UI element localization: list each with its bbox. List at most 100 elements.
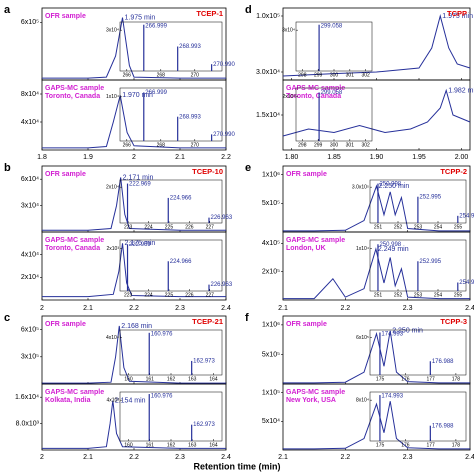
x-tick-label: 2: [40, 305, 44, 312]
x-tick-label: 2.1: [83, 305, 93, 312]
spectrum-peak-label: 176.988: [432, 359, 454, 365]
peak-label: 2.250 min: [379, 183, 410, 190]
x-tick-label: 2.00: [455, 154, 469, 161]
inset-x-tick-label: 251: [374, 292, 383, 298]
y-tick-label: 3.0x10⁴: [256, 69, 280, 76]
y-tick-label: 6x10⁵: [21, 19, 39, 26]
y-tick-label: 3x10⁵: [21, 354, 39, 361]
inset-x-tick-label: 301: [346, 72, 355, 78]
inset-y-tick-label: 2x10³: [106, 246, 119, 252]
x-tick-label: 1.80: [285, 154, 299, 161]
sample-label: GAPS-MC sample: [45, 85, 104, 92]
x-tick-label: 2.1: [278, 305, 288, 312]
peak-label: 1.982 min: [448, 87, 474, 94]
x-axis-title: Retention time (min): [194, 461, 281, 471]
inset-x-tick-label: 175: [376, 376, 385, 382]
inset-x-tick-label: 298: [298, 72, 307, 78]
trace-line: [283, 184, 470, 232]
inset-x-tick-label: 162: [167, 376, 176, 382]
trace-line: [42, 95, 226, 149]
y-tick-label: 1x10⁵: [262, 389, 280, 396]
inset-x-tick-label: 252: [394, 224, 403, 230]
inset-y-tick-label: 3.0x10⁵: [352, 184, 369, 190]
sample-label: GAPS-MC sample: [286, 389, 345, 396]
sample-label: OFR sample: [286, 321, 327, 328]
inset-y-tick-label: 6x10⁵: [356, 335, 369, 341]
spectrum-peak-label: 226.963: [211, 215, 233, 221]
inset-x-tick-label: 266: [123, 142, 132, 148]
spectrum-peak-label: 250.998: [379, 242, 401, 248]
inset-y-tick-label: 3x10⁴: [106, 27, 119, 33]
y-tick-label: 1.6x10⁴: [15, 394, 39, 401]
y-tick-label: 8.0x10³: [16, 420, 40, 427]
peak-label: 2.171 min: [123, 174, 154, 181]
y-tick-label: 6x10⁴: [21, 176, 39, 183]
compound-label: TCPP-2: [440, 167, 467, 176]
inset-x-tick-label: 178: [452, 442, 461, 448]
compound-label: TCPP-3: [440, 317, 467, 326]
trace-line: [42, 177, 226, 231]
sample-label: Kolkata, India: [45, 397, 91, 404]
panel-letter: f: [245, 312, 249, 324]
inset-x-tick-label: 253: [414, 292, 423, 298]
spectrum-peak-label: 222.969: [129, 182, 151, 188]
inset-x-tick-label: 225: [165, 224, 174, 230]
inset-x-tick-label: 268: [157, 142, 166, 148]
inset-x-tick-label: 176: [401, 376, 410, 382]
inset-x-tick-label: 161: [146, 442, 155, 448]
inset-y-tick-label: 1x10⁴: [356, 246, 369, 252]
inset-x-tick-label: 301: [346, 142, 355, 148]
spectrum-peak-label: 162.973: [193, 422, 215, 428]
inset-x-tick-label: 175: [376, 442, 385, 448]
x-tick-label: 2: [132, 154, 136, 161]
sample-label: London, UK: [286, 245, 326, 252]
inset-x-tick-label: 255: [454, 292, 463, 298]
y-tick-label: 4x10⁵: [262, 240, 280, 247]
inset-frame: [119, 179, 223, 224]
inset-x-tick-label: 224: [144, 292, 153, 298]
inset-x-tick-label: 252: [394, 292, 403, 298]
x-tick-label: 2.2: [340, 454, 350, 461]
inset-x-tick-label: 160: [124, 442, 133, 448]
x-tick-label: 2.1: [83, 454, 93, 461]
trace-line: [282, 14, 471, 77]
inset-frame: [119, 21, 223, 72]
inset-x-tick-label: 270: [191, 72, 200, 78]
spectrum-peak-label: 266.999: [145, 90, 167, 96]
spectrum-peak-label: 254.99: [459, 280, 474, 286]
x-tick-label: 1.8: [37, 154, 47, 161]
x-tick-label: 2.1: [175, 154, 185, 161]
inset-x-tick-label: 302: [361, 72, 370, 78]
inset-x-tick-label: 298: [298, 142, 307, 148]
spectrum-peak-label: 252.995: [419, 194, 441, 200]
inset-y-tick-label: 1x10⁴: [106, 94, 119, 100]
peak-label: 2.249 min: [378, 246, 409, 253]
x-tick-label: 2.3: [175, 454, 185, 461]
inset-frame: [119, 239, 223, 292]
y-tick-label: 1x10⁶: [262, 322, 280, 329]
inset-x-tick-label: 160: [124, 376, 133, 382]
spectrum-peak-label: 222.969: [129, 242, 151, 248]
trace-line: [283, 247, 470, 300]
panel-letter: b: [4, 162, 11, 174]
inset-x-tick-label: 255: [454, 224, 463, 230]
trace-line: [282, 88, 471, 137]
y-tick-label: 4x10⁴: [21, 252, 39, 259]
y-tick-label: 4x10⁴: [21, 119, 39, 126]
sample-label: New York, USA: [286, 397, 336, 404]
inset-y-tick-label: 2x10³: [282, 94, 295, 100]
y-tick-label: 6x10⁵: [21, 326, 39, 333]
trace-line: [283, 401, 470, 450]
inset-x-tick-label: 299: [314, 142, 323, 148]
panel-letter: d: [245, 4, 252, 16]
trace-line: [42, 243, 226, 298]
peak-label: 1.975 min: [125, 14, 156, 21]
inset-frame: [369, 329, 467, 376]
inset-y-tick-label: 4x10⁴: [106, 335, 119, 341]
sample-label: GAPS-MC sample: [45, 389, 104, 396]
inset-y-tick-label: 2x10⁴: [106, 184, 119, 190]
plot-frame: [282, 231, 471, 301]
peak-label: 2.154 min: [115, 397, 146, 404]
spectrum-peak-label: 160.976: [151, 332, 173, 338]
